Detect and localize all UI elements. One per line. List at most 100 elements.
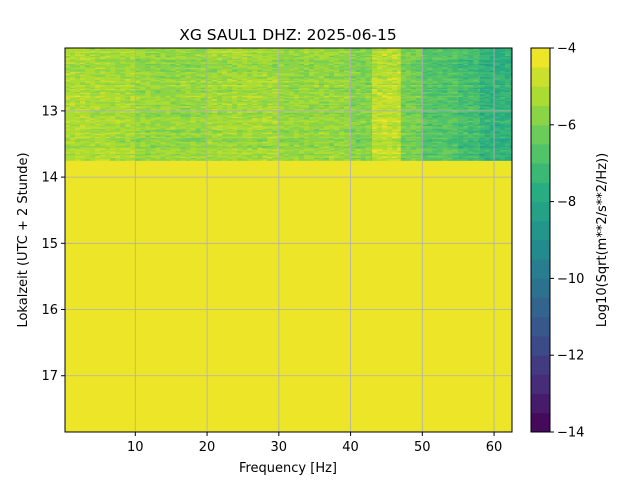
heatmap-cell	[267, 69, 273, 71]
heatmap-cell	[308, 77, 315, 79]
heatmap-cell	[150, 89, 156, 91]
heatmap-cell	[372, 62, 378, 65]
heatmap-cell	[365, 83, 371, 86]
heatmap-cell	[227, 91, 233, 94]
heatmap-cell	[293, 89, 300, 91]
heatmap-cell	[85, 62, 91, 65]
heatmap-cell	[252, 102, 258, 104]
heatmap-cell	[349, 98, 351, 100]
heatmap-cell	[125, 75, 131, 78]
heatmap-cell	[382, 73, 388, 75]
heatmap-cell	[410, 108, 417, 111]
heatmap-cell	[478, 70, 481, 73]
heatmap-cell	[318, 91, 325, 94]
heatmap-cell	[350, 51, 356, 54]
heatmap-cell	[392, 111, 398, 114]
heatmap-cell	[349, 93, 351, 95]
heatmap-cell	[397, 51, 402, 54]
heatmap-cell	[400, 100, 407, 103]
heatmap-cell	[75, 50, 81, 53]
heatmap-cell	[334, 53, 340, 55]
heatmap-cell	[360, 69, 366, 71]
heatmap-cell	[145, 78, 151, 81]
heatmap-cell	[160, 73, 166, 75]
heatmap-cell	[105, 107, 111, 110]
heatmap-cell	[350, 94, 356, 96]
heatmap-cell	[262, 73, 268, 75]
heatmap-cell	[318, 66, 325, 69]
heatmap-cell	[350, 93, 356, 95]
heatmap-cell	[397, 62, 402, 65]
heatmap-cell	[432, 62, 438, 65]
heatmap-cell	[308, 67, 315, 70]
heatmap-cell	[155, 89, 161, 91]
heatmap-cell	[65, 81, 71, 83]
heatmap-cell	[432, 81, 438, 83]
heatmap-cell	[160, 106, 166, 108]
heatmap-cell	[382, 81, 388, 83]
heatmap-cell	[232, 75, 238, 78]
heatmap-cell	[165, 111, 171, 114]
heatmap-cell	[308, 81, 315, 83]
heatmap-cell	[499, 99, 506, 102]
heatmap-cell	[145, 93, 151, 95]
heatmap-cell	[463, 53, 469, 55]
heatmap-cell	[288, 87, 295, 90]
heatmap-cell	[180, 54, 186, 57]
heatmap-cell	[227, 48, 233, 50]
heatmap-cell	[110, 90, 116, 92]
heatmap-cell	[329, 94, 335, 96]
heatmap-cell	[504, 99, 511, 102]
heatmap-cell	[115, 49, 121, 51]
heatmap-cell	[494, 49, 501, 51]
heatmap-cell	[283, 103, 290, 106]
heatmap-cell	[227, 112, 233, 115]
heatmap-cell	[293, 102, 300, 104]
heatmap-cell	[237, 57, 243, 59]
heatmap-cell	[232, 61, 238, 63]
heatmap-cell	[387, 75, 393, 78]
heatmap-cell	[377, 66, 383, 69]
heatmap-cell	[272, 81, 278, 83]
heatmap-cell	[432, 89, 438, 91]
heatmap-cell	[247, 70, 253, 73]
heatmap-cell	[217, 75, 223, 78]
heatmap-cell	[504, 74, 511, 77]
heatmap-cell	[252, 66, 258, 69]
heatmap-cell	[298, 100, 305, 103]
heatmap-cell	[478, 89, 481, 91]
heatmap-cell	[344, 62, 350, 65]
heatmap-cell	[170, 55, 176, 58]
heatmap-cell	[135, 70, 141, 73]
heatmap-cell	[212, 67, 218, 70]
heatmap-cell	[222, 53, 228, 55]
heatmap-cell	[397, 104, 402, 107]
heatmap-cell	[267, 83, 273, 86]
heatmap-cell	[200, 59, 206, 62]
heatmap-cell	[372, 115, 378, 118]
heatmap-cell	[75, 69, 81, 71]
heatmap-cell	[387, 91, 393, 94]
heatmap-cell	[288, 83, 295, 86]
heatmap-cell	[130, 77, 136, 79]
heatmap-cell	[232, 74, 238, 77]
heatmap-cell	[212, 112, 218, 115]
heatmap-cell	[288, 116, 295, 119]
heatmap-cell	[70, 106, 76, 108]
heatmap-cell	[125, 115, 131, 118]
heatmap-cell	[392, 71, 398, 74]
heatmap-cell	[509, 55, 512, 58]
heatmap-cell	[452, 79, 458, 82]
heatmap-cell	[175, 104, 181, 107]
heatmap-cell	[397, 59, 402, 62]
heatmap-cell	[105, 82, 111, 85]
heatmap-cell	[80, 62, 86, 65]
heatmap-cell	[504, 82, 511, 85]
heatmap-cell	[90, 83, 96, 86]
heatmap-cell	[75, 112, 81, 115]
heatmap-cell	[355, 104, 361, 107]
heatmap-cell	[75, 82, 81, 85]
heatmap-cell	[262, 66, 268, 69]
heatmap-cell	[85, 58, 91, 61]
heatmap-cell	[442, 50, 448, 53]
